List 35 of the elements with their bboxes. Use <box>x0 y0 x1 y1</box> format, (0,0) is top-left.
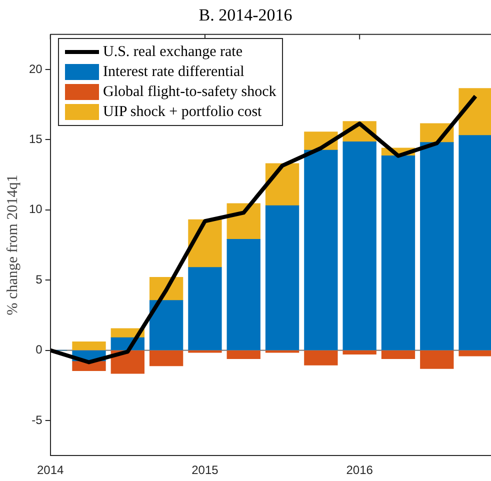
bar <box>304 350 338 366</box>
bar <box>381 156 416 350</box>
bar <box>265 163 300 206</box>
bar <box>458 88 491 136</box>
y-axis-title: % change from 2014q1 <box>4 174 21 316</box>
bar <box>381 350 416 360</box>
bar <box>149 350 184 366</box>
bar <box>458 135 491 350</box>
bar <box>226 239 260 350</box>
y-tick-label: 5 <box>36 272 43 286</box>
y-tick-label: 10 <box>28 202 43 216</box>
bar <box>72 342 106 350</box>
x-tick-label: 2015 <box>192 463 219 478</box>
y-tick-label: 0 <box>36 342 43 357</box>
bar <box>226 350 260 360</box>
chart-title: B. 2014-2016 <box>198 6 292 25</box>
x-tick-label: 2014 <box>36 463 64 478</box>
y-tick-label: 20 <box>28 62 43 76</box>
y-tick-label: 15 <box>28 132 43 146</box>
x-tick-label: 2016 <box>346 463 374 478</box>
legend-label: UIP shock + portfolio cost <box>103 103 262 122</box>
bar <box>342 350 376 355</box>
bar <box>149 300 184 350</box>
bar <box>188 267 222 350</box>
bar <box>458 350 491 356</box>
bar <box>420 142 454 350</box>
bar <box>304 150 338 350</box>
bar <box>265 205 300 350</box>
legend-label: U.S. real exchange rate <box>103 43 243 62</box>
legend-label: Global flight-to-safety shock <box>103 83 276 102</box>
y-tick-label: -5 <box>32 412 43 427</box>
bar <box>420 350 454 369</box>
bar <box>110 350 144 374</box>
bar <box>342 141 376 350</box>
legend-label: Interest rate differential <box>103 63 244 82</box>
